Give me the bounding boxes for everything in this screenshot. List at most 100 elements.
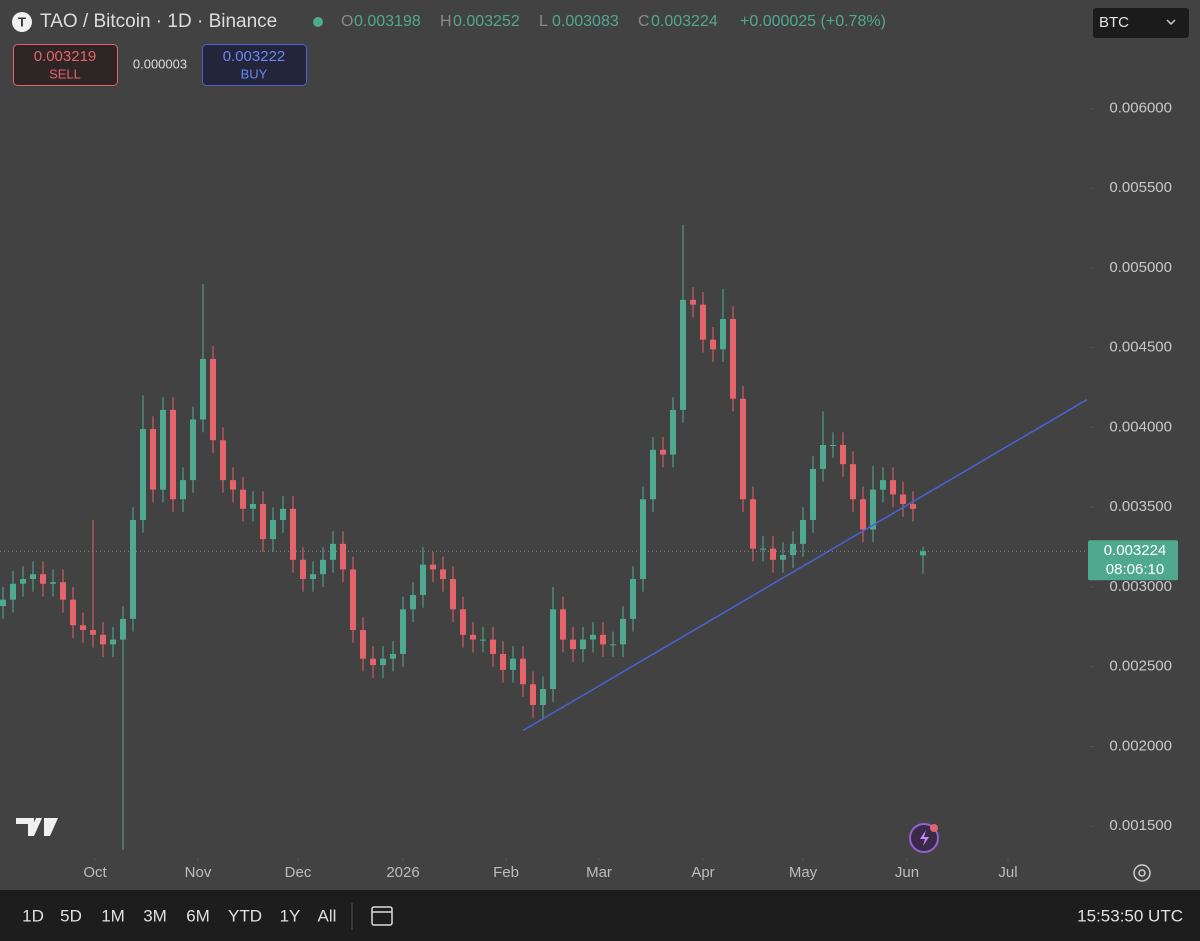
range-button[interactable]: 1Y [280, 906, 301, 925]
currency-label[interactable]: BTC [1099, 14, 1129, 31]
calendar-icon[interactable] [371, 906, 393, 926]
candle-body [860, 499, 866, 530]
y-tick-label: 0.005500 [1109, 179, 1172, 196]
range-button[interactable]: All [318, 906, 337, 925]
candle-body [560, 609, 566, 640]
candle-body [510, 658, 516, 670]
candle-body [80, 625, 86, 631]
range-button[interactable]: 1D [22, 906, 44, 925]
candle-body [60, 582, 66, 600]
plot [0, 107, 1094, 861]
candle-body [500, 653, 506, 670]
candle-body [410, 594, 416, 610]
candle-body [210, 358, 216, 441]
candle-body [90, 630, 96, 635]
candle-body [70, 599, 76, 626]
candle-body [740, 398, 746, 500]
y-tick-label: 0.003000 [1109, 578, 1172, 595]
candle-body [350, 569, 356, 631]
candle-body [330, 543, 336, 560]
sell-price[interactable]: 0.003219 [34, 48, 97, 65]
candle-body [160, 409, 166, 490]
candle-body [650, 449, 656, 500]
candle-body [620, 618, 626, 645]
candle-body [730, 318, 736, 399]
candle-body [630, 578, 636, 619]
buy-label[interactable]: BUY [241, 66, 268, 81]
candle-body [400, 609, 406, 654]
candle-body [240, 489, 246, 509]
range-buttons: 1D 5D 1M 3M 6M YTD 1Y All [22, 906, 336, 925]
candle-body [370, 658, 376, 666]
candle-body [760, 548, 766, 550]
candle-body [540, 689, 546, 705]
candle-body [670, 409, 676, 455]
candle-body [880, 480, 886, 490]
range-button[interactable]: 3M [143, 906, 167, 925]
buy-price[interactable]: 0.003222 [223, 48, 286, 65]
candle-body [820, 445, 826, 469]
candle-body [440, 569, 446, 579]
candle-body [430, 564, 436, 570]
range-button[interactable]: 1M [101, 906, 125, 925]
symbol-title[interactable]: TAO / Bitcoin · 1D · Binance [40, 11, 277, 32]
candle-body [200, 358, 206, 420]
candle-body [260, 504, 266, 540]
candle-body [700, 304, 706, 340]
candle-body [830, 445, 836, 446]
ohlc-key: H [440, 13, 452, 30]
ohlc-value: 0.003198 [354, 13, 421, 30]
candle-body [720, 318, 726, 350]
ohlc-value: 0.003224 [651, 13, 718, 30]
chevron-icon [1166, 19, 1176, 26]
trend-line[interactable] [522, 398, 1088, 732]
candle-body [180, 480, 186, 500]
x-tick-label: Apr [691, 864, 714, 881]
y-tick-label: 0.005000 [1109, 259, 1172, 276]
candle-body [290, 508, 296, 560]
tradingview-logo[interactable] [16, 818, 58, 836]
candle-body [360, 630, 366, 659]
x-tick-label: 2026 [386, 864, 419, 881]
market-status [313, 17, 323, 27]
candle-body [380, 658, 386, 666]
settings-icon[interactable] [1133, 864, 1151, 882]
candle-body [840, 445, 846, 465]
last-price-label: 0.003224 [1104, 542, 1167, 559]
candle-body [550, 609, 556, 690]
range-button[interactable]: 5D [60, 906, 82, 925]
candle-body [270, 519, 276, 540]
ohlc-key: C [638, 13, 650, 30]
candle-body [100, 634, 106, 645]
sell-label[interactable]: SELL [49, 66, 81, 81]
buy-button[interactable] [202, 44, 307, 86]
price-change: +0.000025 (+0.78%) [740, 13, 886, 30]
candle-body [230, 480, 236, 490]
y-tick-label: 0.003500 [1109, 498, 1172, 515]
x-tick-label: May [789, 864, 818, 881]
candle-body [120, 618, 126, 640]
candle-body [170, 409, 176, 500]
x-tick-label: Nov [185, 864, 212, 881]
candle-body [140, 429, 146, 520]
range-button[interactable]: 6M [186, 906, 210, 925]
ohlc-key: O [341, 13, 353, 30]
x-tick-label: Dec [285, 864, 312, 881]
candle-body [280, 508, 286, 520]
candle-body [870, 489, 876, 530]
currency-select[interactable] [1093, 8, 1189, 38]
sell-button[interactable] [13, 44, 118, 86]
candle-body [20, 578, 26, 584]
candle-body [800, 519, 806, 544]
candle-body [660, 449, 666, 455]
candle-body [780, 555, 786, 560]
candle-body [340, 543, 346, 570]
y-tick-label: 0.004000 [1109, 418, 1172, 435]
chart-background [0, 0, 1200, 890]
candle-body [390, 653, 396, 659]
candle-body [520, 658, 526, 685]
candle-body [420, 564, 426, 595]
range-button[interactable]: YTD [228, 906, 262, 925]
candle-body [590, 634, 596, 640]
